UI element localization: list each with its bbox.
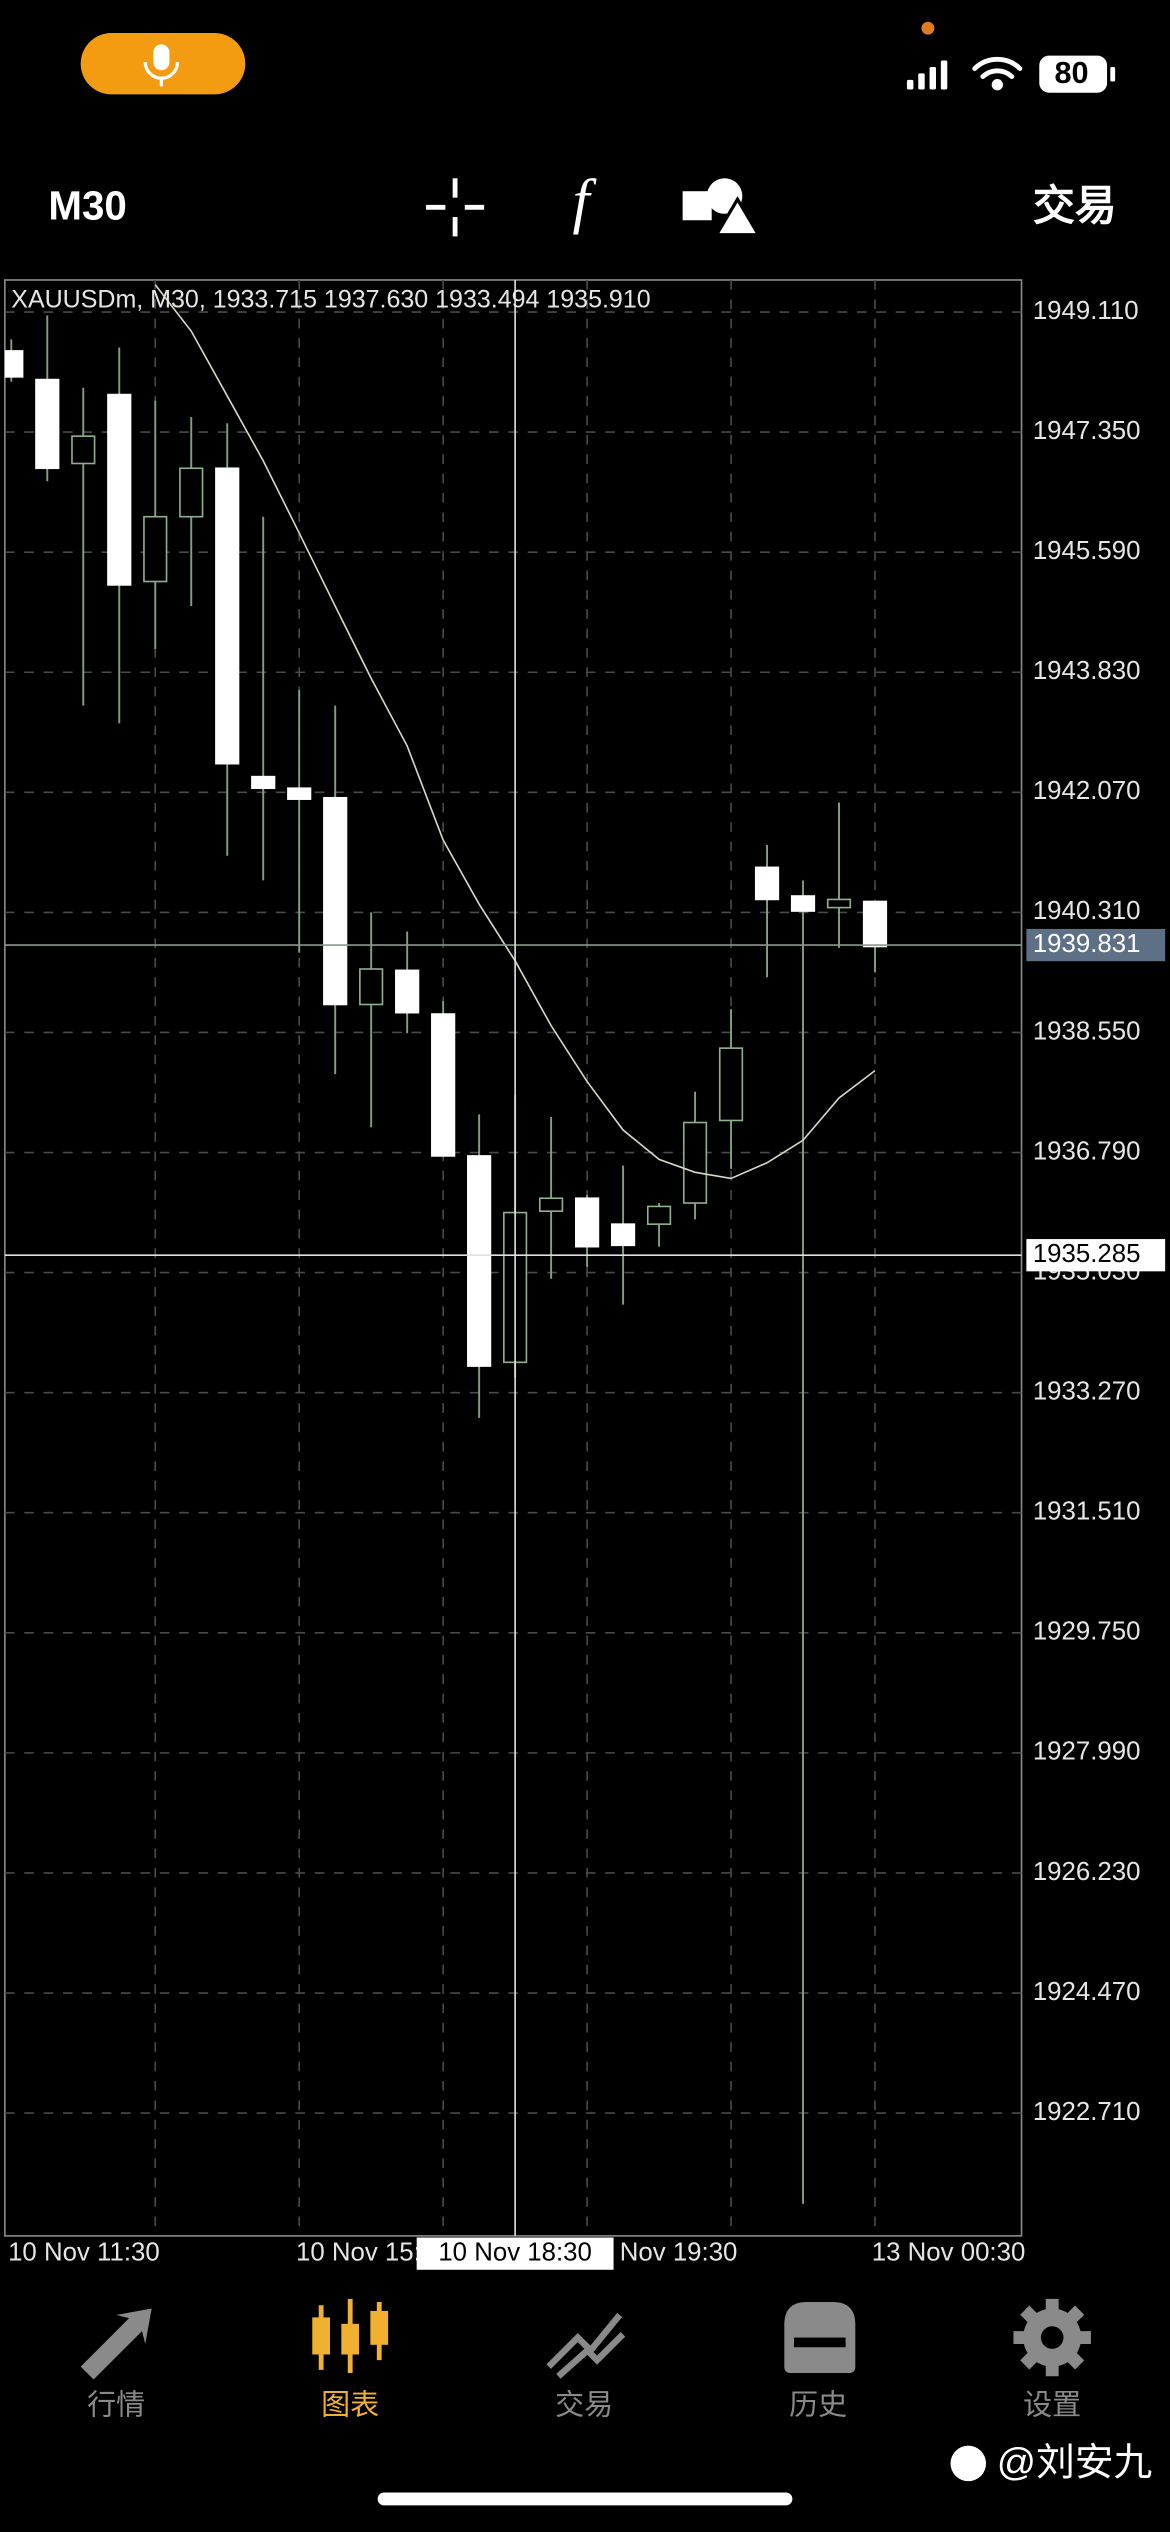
candle-body [574,1197,600,1248]
candle-body [4,350,24,378]
candle-body [610,1223,636,1247]
candle-body [359,968,384,1006]
candle-body [143,515,168,583]
crosshair-time-box [416,2237,614,2270]
wifi-icon [972,56,1023,91]
y-tick-label: 1949.110 [1033,297,1139,325]
candle-body [179,467,204,518]
candle-body [71,435,96,465]
tab-label[interactable]: 行情 [87,2389,145,2422]
y-tick-label: 1940.310 [1033,897,1141,925]
candle-body [862,900,888,948]
settings-icon [1013,2298,1091,2377]
candle-body [215,467,240,765]
candle-body [539,1197,564,1213]
candle-body [107,393,132,586]
candle-body [467,1155,492,1367]
tab-label[interactable]: 交易 [555,2389,613,2422]
y-tick-label: 1924.470 [1033,1978,1141,2006]
trade-button[interactable]: 交易 [1033,182,1117,229]
y-tick-label: 1926.230 [1033,1858,1141,1886]
privacy-dot [921,21,935,35]
y-tick-label: 1943.830 [1033,657,1141,685]
candle-body [323,796,348,1006]
tab-label[interactable]: 图表 [321,2389,379,2422]
y-tick-label: 1938.550 [1033,1017,1141,1045]
x-tick-label: 10 Nov 11:30 [8,2238,160,2266]
candle-body [35,378,60,470]
candle-body [718,1047,744,1122]
bid-label: 1939.831 [1033,930,1141,958]
candle-body [646,1205,672,1225]
home-indicator [377,2492,793,2506]
candle-body [682,1121,708,1204]
tab-label[interactable]: 历史 [789,2389,847,2422]
y-tick-label: 1933.270 [1033,1377,1141,1405]
y-tick-label: 1931.510 [1033,1498,1141,1526]
grid [4,279,1022,2236]
candle-body [754,866,780,901]
y-tick-label: 1929.750 [1033,1618,1141,1646]
bid-label-box [1026,928,1166,962]
y-tick-label: 1922.710 [1033,2098,1141,2126]
y-tick-label: 1936.790 [1033,1137,1141,1165]
y-tick-label: 1942.070 [1033,777,1141,805]
battery-tip [1110,66,1116,82]
watermark-icon [950,2445,987,2482]
y-tick-label: 1945.590 [1033,537,1141,565]
candle-body [431,1013,456,1157]
history-icon [784,2302,856,2374]
y-tick-label: 1927.990 [1033,1738,1141,1766]
tab-bar: 行情 图表 交易 历史 设置 [80,2298,1091,2422]
axes: 1949.110 1947.350 1945.590 1943.830 1942.070… [4,279,1166,2270]
chart-title: XAUUSDm, M30, 1933.715 1937.630 1933.494… [11,286,650,314]
candle-body [395,969,420,1014]
candle-body [251,775,276,790]
candle-body [287,787,312,800]
battery-level: 80 [1055,56,1089,90]
crosshair-time: 10 Nov 18:30 [438,2238,592,2266]
candle-body [826,898,852,909]
battery [1039,55,1108,93]
crosshair-price-box [1026,1239,1166,1272]
watermark: @刘安九 [997,2441,1152,2484]
quotes-icon [80,2308,152,2380]
crosshair-tool[interactable] [426,178,485,237]
candle-body [790,895,816,912]
timeframe[interactable]: M30 [48,183,126,229]
signal-icon [906,60,948,90]
trade-icon [546,2312,626,2379]
plot-area [4,284,888,2204]
tab-label[interactable]: 设置 [1023,2390,1081,2422]
x-tick-label: 13 Nov 00:30 [872,2238,1026,2266]
crosshair-price: 1935.285 [1033,1240,1141,1268]
objects-tool[interactable] [682,178,762,237]
chart-icon [312,2298,389,2374]
mic-icon [143,44,180,87]
indicator-tool[interactable]: f [572,167,597,235]
y-tick-label: 1947.350 [1033,417,1141,445]
